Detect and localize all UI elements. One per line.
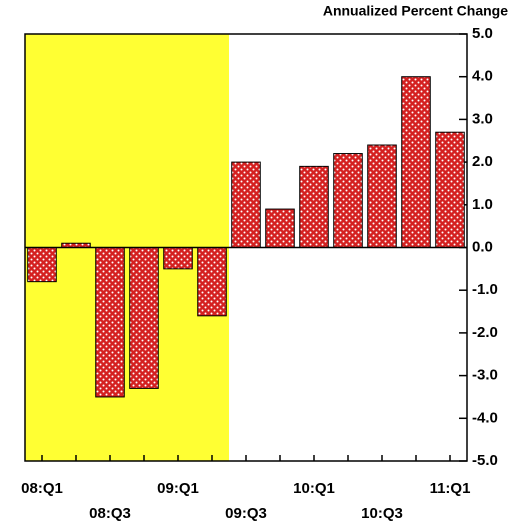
- y-tick-label: 1.0: [472, 196, 493, 213]
- bar: [435, 131, 465, 249]
- y-tick-label: 3.0: [472, 110, 493, 127]
- bar: [129, 247, 159, 389]
- bar: [333, 153, 363, 248]
- y-tick-label: -4.0: [472, 409, 498, 426]
- bar: [163, 247, 193, 270]
- y-tick-label: 4.0: [472, 68, 493, 85]
- bar: [265, 208, 295, 249]
- x-tick-label: 11:Q1: [430, 480, 471, 497]
- x-tick-label: 08:Q3: [89, 505, 131, 522]
- bar: [367, 144, 397, 249]
- y-tick-label: 5.0: [472, 25, 493, 42]
- bar: [95, 247, 125, 398]
- bar: [197, 247, 227, 317]
- x-tick-label: 08:Q1: [21, 480, 63, 497]
- x-tick-label: 10:Q3: [361, 505, 403, 522]
- y-tick-label: -2.0: [472, 324, 498, 341]
- bar: [299, 165, 329, 248]
- x-tick-label: 09:Q1: [157, 480, 199, 497]
- y-tick-label: 0.0: [472, 238, 493, 255]
- x-tick-label: 09:Q3: [225, 505, 267, 522]
- bar: [401, 76, 431, 248]
- x-tick-label: 10:Q1: [293, 480, 335, 497]
- chart-title: Annualized Percent Change: [323, 3, 508, 19]
- plot-frame: [24, 33, 468, 462]
- y-tick-label: -5.0: [472, 452, 498, 469]
- bar: [27, 247, 57, 283]
- bar: [231, 161, 261, 249]
- y-tick-label: 2.0: [472, 153, 493, 170]
- y-tick-label: -3.0: [472, 367, 498, 384]
- y-tick-label: -1.0: [472, 281, 498, 298]
